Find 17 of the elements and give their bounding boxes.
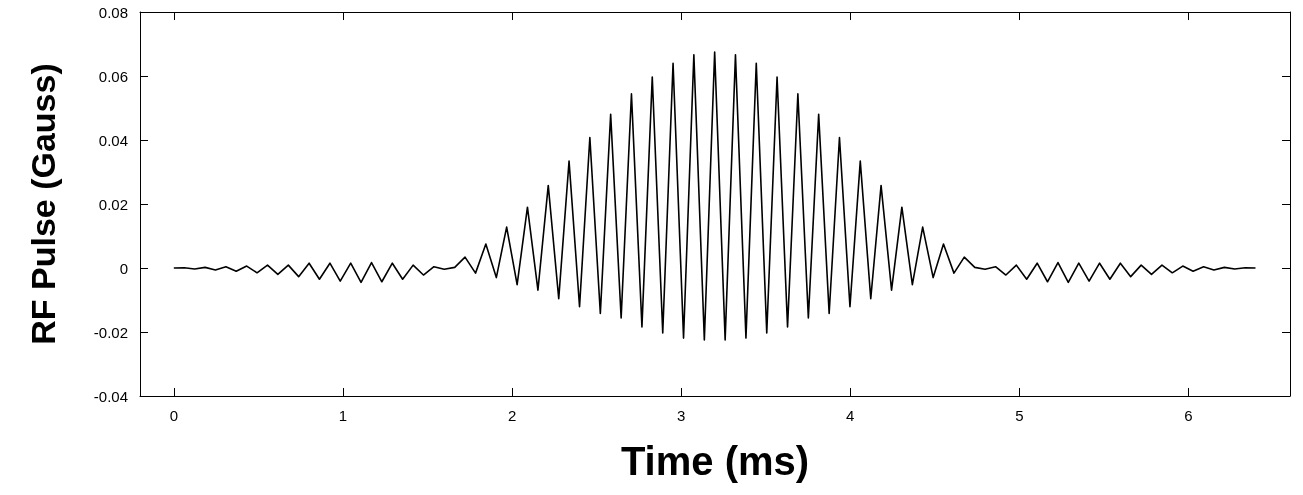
y-tick-label: -0.04 <box>93 387 128 405</box>
y-tick-label: 0.08 <box>98 3 128 21</box>
y-tick-label: 0.04 <box>98 131 128 149</box>
x-tick-label: 3 <box>677 407 686 424</box>
x-axis-title: Time (ms) <box>620 439 810 483</box>
x-tick-label: 0 <box>169 407 178 424</box>
x-tick-label: 4 <box>846 407 855 424</box>
x-tick-label: 2 <box>507 407 517 424</box>
x-tick-label: 6 <box>1184 407 1193 424</box>
x-tick-label: 5 <box>1015 407 1024 424</box>
line-series <box>173 51 1257 341</box>
x-tick-label: 1 <box>338 407 348 424</box>
y-tick-label: 0.06 <box>98 67 128 85</box>
y-axis-title: RF Pulse (Gauss) <box>24 63 62 345</box>
y-tick-label: 0.02 <box>98 195 128 213</box>
y-tick-label: -0.02 <box>93 323 128 341</box>
y-tick-label: 0 <box>119 259 128 277</box>
